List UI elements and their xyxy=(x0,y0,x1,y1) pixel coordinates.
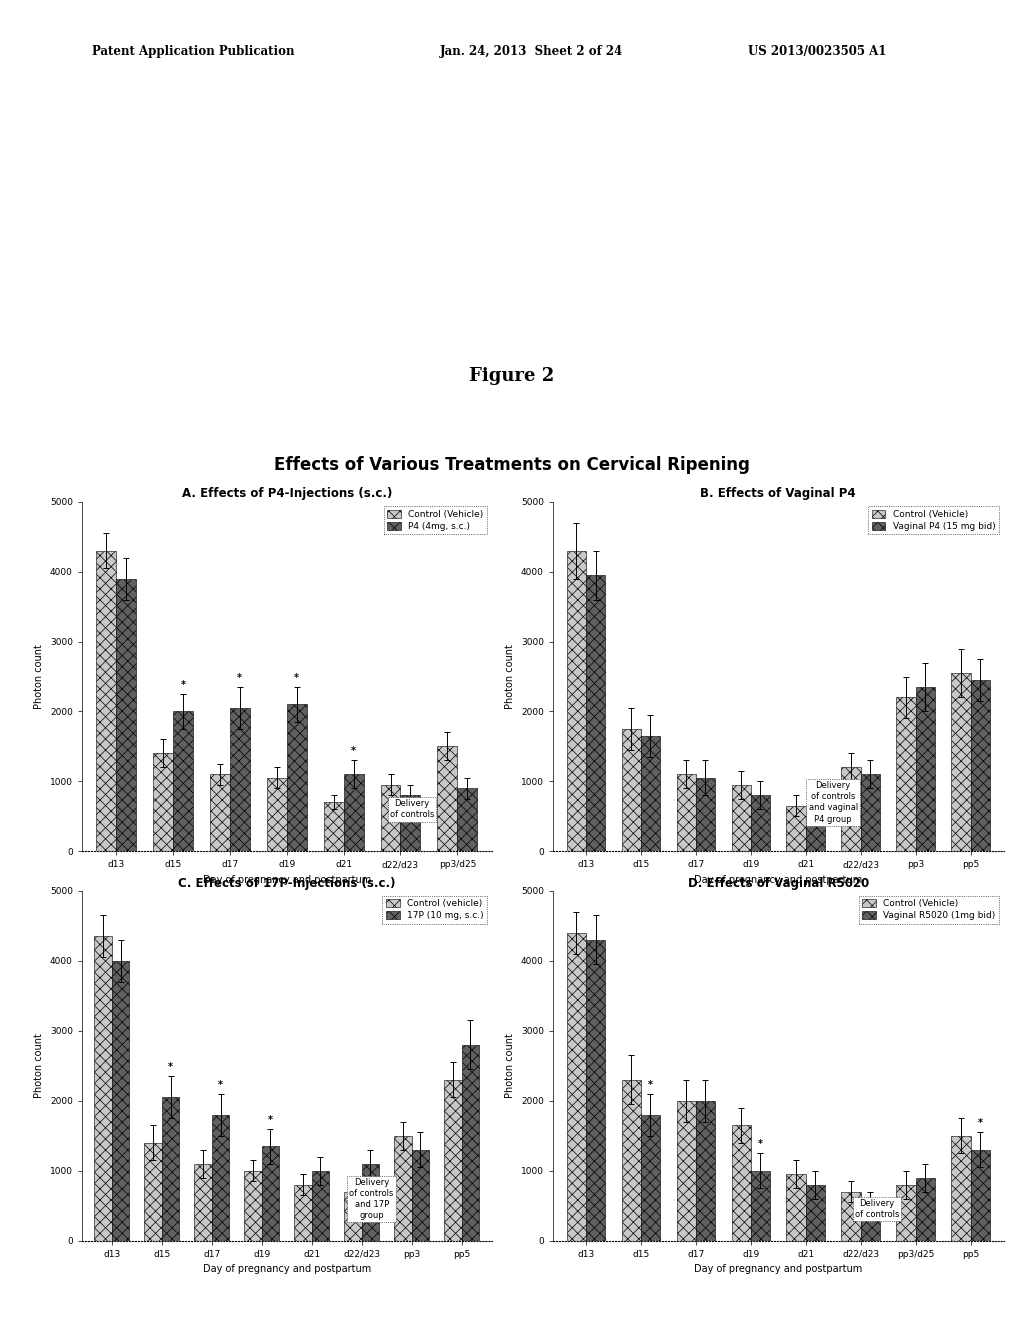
Text: Effects of Various Treatments on Cervical Ripening: Effects of Various Treatments on Cervica… xyxy=(274,455,750,474)
X-axis label: Day of pregnancy and postpartum: Day of pregnancy and postpartum xyxy=(694,1265,862,1274)
Bar xyxy=(210,775,229,851)
Bar xyxy=(245,1171,262,1241)
Title: D. Effects of Vaginal R5020: D. Effects of Vaginal R5020 xyxy=(687,876,869,890)
Bar xyxy=(751,1171,770,1241)
Bar xyxy=(971,680,990,851)
Bar xyxy=(641,1115,660,1241)
Bar xyxy=(951,1135,971,1241)
Bar xyxy=(162,1097,179,1241)
Bar xyxy=(951,673,971,851)
Title: B. Effects of Vaginal P4: B. Effects of Vaginal P4 xyxy=(700,487,856,500)
Bar xyxy=(586,940,605,1241)
Text: Figure 2: Figure 2 xyxy=(469,367,555,385)
Bar xyxy=(112,961,129,1241)
Bar xyxy=(394,1135,412,1241)
Bar xyxy=(195,1164,212,1241)
Bar xyxy=(324,803,344,851)
Bar xyxy=(400,796,421,851)
Title: C. Effects of 17P-Injections (s.c.): C. Effects of 17P-Injections (s.c.) xyxy=(178,876,395,890)
Bar xyxy=(458,788,477,851)
Text: Delivery
of controls
and vaginal
P4 group: Delivery of controls and vaginal P4 grou… xyxy=(809,781,858,824)
Bar xyxy=(267,777,287,851)
Text: Delivery
of controls: Delivery of controls xyxy=(855,1200,899,1220)
Bar xyxy=(677,1101,696,1241)
Text: *: * xyxy=(648,1080,653,1090)
Text: *: * xyxy=(351,746,356,756)
Bar xyxy=(896,697,915,851)
X-axis label: Day of pregnancy and postpartum: Day of pregnancy and postpartum xyxy=(203,1265,371,1274)
Bar xyxy=(462,1045,479,1241)
Bar xyxy=(381,785,400,851)
Bar xyxy=(622,1080,641,1241)
Legend: Control (Vehicle), Vaginal R5020 (1mg bid): Control (Vehicle), Vaginal R5020 (1mg bi… xyxy=(859,895,999,924)
Bar xyxy=(212,1115,229,1241)
Bar xyxy=(586,576,605,851)
Bar xyxy=(641,737,660,851)
Bar xyxy=(344,1192,361,1241)
Title: A. Effects of P4-Injections (s.c.): A. Effects of P4-Injections (s.c.) xyxy=(181,487,392,500)
Bar xyxy=(229,708,250,851)
Bar xyxy=(444,1080,462,1241)
Bar xyxy=(96,550,116,851)
Y-axis label: Photon count: Photon count xyxy=(506,1034,515,1098)
Bar xyxy=(896,1185,915,1241)
Bar xyxy=(751,796,770,851)
Text: *: * xyxy=(238,673,243,682)
Y-axis label: Photon count: Photon count xyxy=(506,644,515,709)
Legend: Control (Vehicle), P4 (4mg, s.c.): Control (Vehicle), P4 (4mg, s.c.) xyxy=(384,506,487,535)
Bar xyxy=(311,1171,329,1241)
Bar xyxy=(262,1146,280,1241)
X-axis label: Day of pregnancy and postpartum: Day of pregnancy and postpartum xyxy=(203,875,371,884)
Y-axis label: Photon count: Photon count xyxy=(35,1034,44,1098)
Bar xyxy=(344,775,364,851)
Text: *: * xyxy=(168,1063,173,1072)
Bar xyxy=(153,754,173,851)
Bar xyxy=(361,1164,379,1241)
Text: *: * xyxy=(218,1080,223,1090)
Bar xyxy=(412,1150,429,1241)
Bar xyxy=(806,1185,825,1241)
Bar xyxy=(566,933,586,1241)
Bar xyxy=(786,1175,806,1241)
Bar xyxy=(731,1126,751,1241)
Text: *: * xyxy=(758,1139,763,1150)
Legend: Control (vehicle), 17P (10 mg, s.c.): Control (vehicle), 17P (10 mg, s.c.) xyxy=(382,895,487,924)
Text: *: * xyxy=(294,673,299,682)
X-axis label: Day of pregnancy and postpartum: Day of pregnancy and postpartum xyxy=(694,875,862,884)
Bar xyxy=(437,747,458,851)
Bar xyxy=(806,813,825,851)
Text: *: * xyxy=(180,680,185,690)
Y-axis label: Photon count: Photon count xyxy=(35,644,44,709)
Bar xyxy=(786,807,806,851)
Bar xyxy=(173,711,193,851)
Bar xyxy=(622,729,641,851)
Bar xyxy=(731,785,751,851)
Text: Delivery
of controls: Delivery of controls xyxy=(390,800,434,820)
Bar xyxy=(915,1177,935,1241)
Bar xyxy=(566,550,586,851)
Bar xyxy=(971,1150,990,1241)
Bar xyxy=(860,775,880,851)
Text: Jan. 24, 2013  Sheet 2 of 24: Jan. 24, 2013 Sheet 2 of 24 xyxy=(440,45,624,58)
Bar xyxy=(144,1143,162,1241)
Text: US 2013/0023505 A1: US 2013/0023505 A1 xyxy=(748,45,886,58)
Bar xyxy=(696,777,715,851)
Bar xyxy=(294,1185,311,1241)
Bar xyxy=(677,775,696,851)
Bar xyxy=(915,686,935,851)
Bar xyxy=(94,936,112,1241)
Bar xyxy=(116,578,136,851)
Text: *: * xyxy=(978,1118,983,1129)
Text: Patent Application Publication: Patent Application Publication xyxy=(92,45,295,58)
Bar xyxy=(860,1203,880,1241)
Bar xyxy=(842,767,860,851)
Bar xyxy=(287,705,306,851)
Bar xyxy=(696,1101,715,1241)
Text: Delivery
of controls
and 17P
group: Delivery of controls and 17P group xyxy=(349,1177,394,1220)
Bar xyxy=(842,1192,860,1241)
Text: *: * xyxy=(268,1114,273,1125)
Legend: Control (Vehicle), Vaginal P4 (15 mg bid): Control (Vehicle), Vaginal P4 (15 mg bid… xyxy=(868,506,999,535)
